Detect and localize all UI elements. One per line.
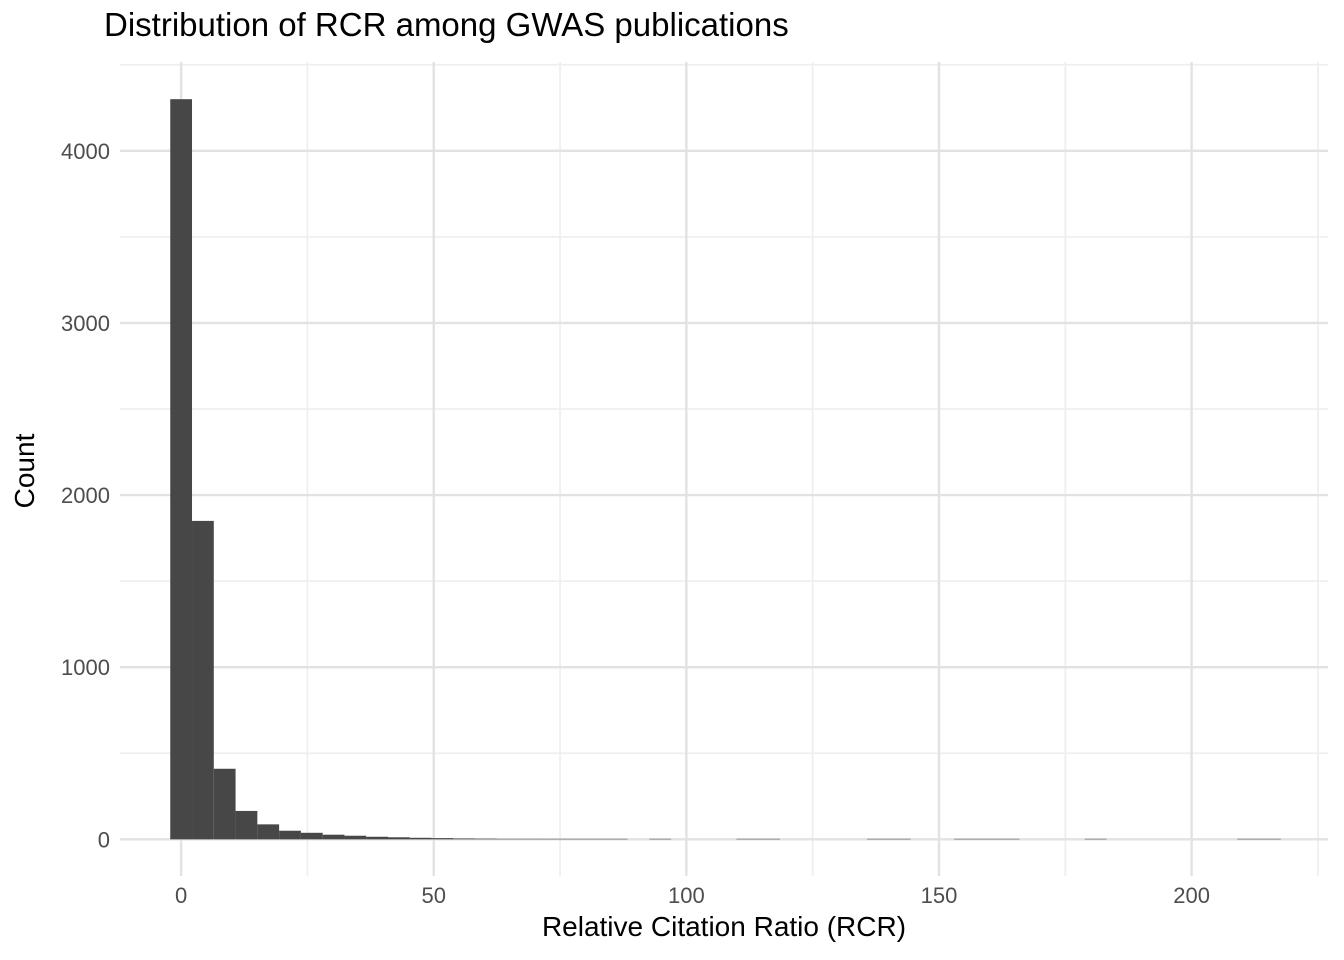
x-tick-label: 50 xyxy=(422,883,446,908)
histogram-bar xyxy=(213,768,236,840)
histogram-bar xyxy=(1259,838,1281,840)
histogram-bar xyxy=(235,810,258,840)
y-tick-label: 1000 xyxy=(61,655,110,680)
histogram-bar xyxy=(518,838,541,840)
histogram-bar xyxy=(975,838,998,840)
histogram-bar xyxy=(170,99,193,840)
histogram-bar xyxy=(257,824,280,840)
histogram-bar xyxy=(1084,838,1107,840)
histogram-bar xyxy=(583,838,606,840)
y-tick-label: 2000 xyxy=(61,483,110,508)
histogram-bar xyxy=(540,838,563,840)
histogram-bar xyxy=(475,838,497,840)
histogram-bar xyxy=(997,838,1020,840)
histogram-bar xyxy=(758,838,780,840)
histogram-bar xyxy=(322,834,345,840)
histogram-bar xyxy=(387,837,410,840)
y-tick-label: 0 xyxy=(98,827,110,852)
histogram-bar xyxy=(954,838,976,840)
x-tick-label: 0 xyxy=(175,883,187,908)
x-tick-label: 150 xyxy=(921,883,958,908)
histogram-bar xyxy=(1237,838,1260,840)
histogram-bar xyxy=(300,832,323,840)
histogram-bar xyxy=(605,838,628,840)
y-tick-label: 3000 xyxy=(61,311,110,336)
x-tick-label: 100 xyxy=(668,883,705,908)
histogram-bar xyxy=(409,837,432,840)
chart-title: Distribution of RCR among GWAS publicati… xyxy=(104,6,789,43)
histogram-bar xyxy=(649,838,672,840)
histogram-bar xyxy=(366,836,388,840)
histogram-bar xyxy=(344,835,367,840)
histogram-bar xyxy=(562,838,584,840)
y-axis-title: Count xyxy=(9,433,40,509)
y-tick-label: 4000 xyxy=(61,139,110,164)
histogram-bar xyxy=(736,838,759,840)
histogram-bar xyxy=(888,838,911,840)
histogram-bar xyxy=(192,520,214,840)
histogram-bar xyxy=(867,838,889,840)
histogram-bar xyxy=(279,830,301,840)
histogram-bar xyxy=(431,838,454,840)
histogram-bar xyxy=(453,838,476,840)
x-tick-label: 200 xyxy=(1173,883,1210,908)
histogram-bar xyxy=(496,838,519,840)
x-axis-title: Relative Citation Ratio (RCR) xyxy=(541,911,907,942)
